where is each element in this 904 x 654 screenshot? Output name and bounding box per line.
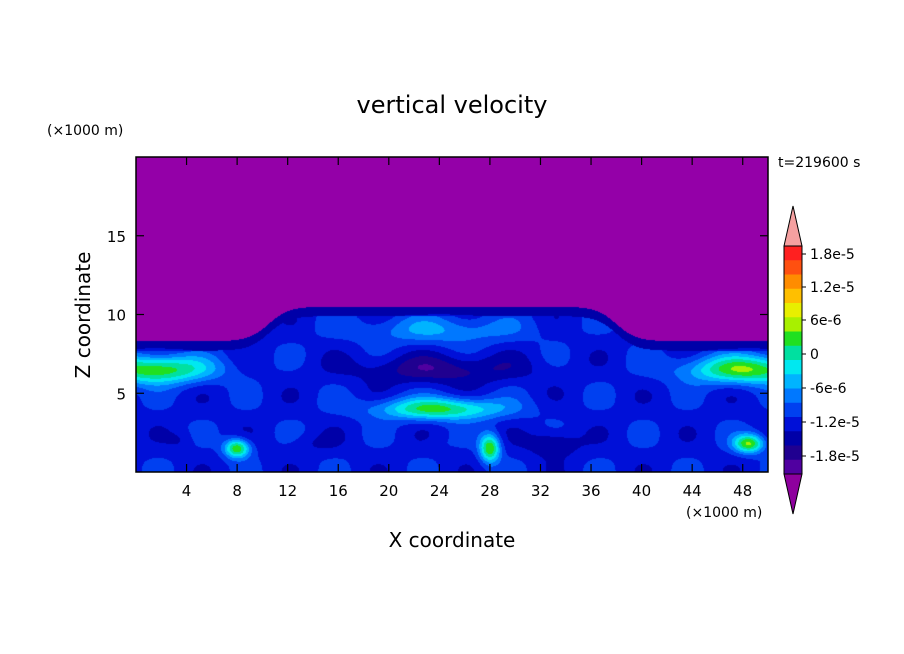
time-label: t=219600 s <box>778 155 860 171</box>
x-tick-label: 44 <box>683 482 702 500</box>
colorbar-swatch <box>784 345 802 361</box>
colorbar-label: -6e-6 <box>810 381 847 397</box>
colorbar-swatch <box>784 303 802 318</box>
colorbar-swatch <box>784 417 802 432</box>
colorbar-swatch <box>784 274 802 290</box>
colorbar-under-triangle <box>783 473 803 515</box>
colorbar-swatch <box>784 260 802 275</box>
x-tick-label: 20 <box>379 482 398 500</box>
colorbar-swatch <box>784 459 802 475</box>
colorbar-swatch <box>784 360 802 375</box>
colorbar-over-triangle <box>783 205 803 247</box>
x-axis-label: X coordinate <box>389 528 516 552</box>
colorbar: 1.8e-5 1.2e-5 6e-6 0 -6e-6 -1.2e-5 -1.8e-5 <box>783 205 860 515</box>
colorbar-label: -1.8e-5 <box>810 449 860 465</box>
colorbar-frame <box>783 245 803 475</box>
y-axis: 5 10 15 <box>107 228 768 403</box>
x-tick-label: 40 <box>632 482 651 500</box>
x-tick-label: 12 <box>278 482 297 500</box>
y-tick-label: 5 <box>116 385 126 403</box>
colorbar-label: 6e-6 <box>810 313 842 329</box>
x-axis-unit: (×1000 m) <box>686 505 762 521</box>
colorbar-label: 1.8e-5 <box>810 247 855 263</box>
colorbar-swatch <box>784 246 802 261</box>
y-axis-label: Z coordinate <box>71 252 95 379</box>
colorbar-swatch <box>784 445 802 461</box>
colorbar-swatch <box>784 431 802 446</box>
colorbar-swatch <box>784 331 802 347</box>
colorbar-label: 0 <box>810 347 819 363</box>
x-tick-label: 24 <box>430 482 449 500</box>
colorbar-swatch <box>784 288 802 304</box>
plot-area <box>135 156 769 473</box>
colorbar-swatch <box>784 402 802 418</box>
x-tick-label: 8 <box>232 482 242 500</box>
colorbar-swatch <box>784 374 802 389</box>
y-axis-unit: (×1000 m) <box>47 123 123 139</box>
y-tick-label: 10 <box>107 307 126 325</box>
x-tick-label: 32 <box>531 482 550 500</box>
x-tick-label: 28 <box>480 482 499 500</box>
x-tick-label: 16 <box>329 482 348 500</box>
x-tick-label: 4 <box>182 482 192 500</box>
x-tick-label: 36 <box>581 482 600 500</box>
x-axis: 4 8 12 16 20 24 28 32 36 40 44 48 <box>182 157 752 500</box>
y-tick-label: 15 <box>107 228 126 246</box>
colorbar-label: 1.2e-5 <box>810 280 855 296</box>
contour-field <box>136 157 768 472</box>
colorbar-swatch <box>784 317 802 332</box>
x-tick-label: 48 <box>733 482 752 500</box>
chart-title: vertical velocity <box>357 91 548 119</box>
colorbar-label: -1.2e-5 <box>810 415 860 431</box>
colorbar-swatch <box>784 388 802 404</box>
